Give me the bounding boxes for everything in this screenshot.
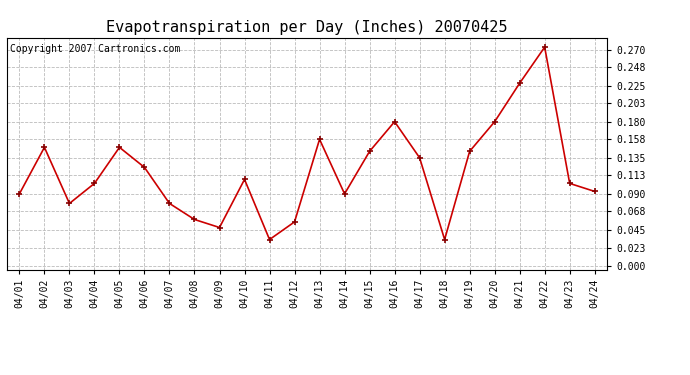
Title: Evapotranspiration per Day (Inches) 20070425: Evapotranspiration per Day (Inches) 2007…	[106, 20, 508, 35]
Text: Copyright 2007 Cartronics.com: Copyright 2007 Cartronics.com	[10, 45, 180, 54]
